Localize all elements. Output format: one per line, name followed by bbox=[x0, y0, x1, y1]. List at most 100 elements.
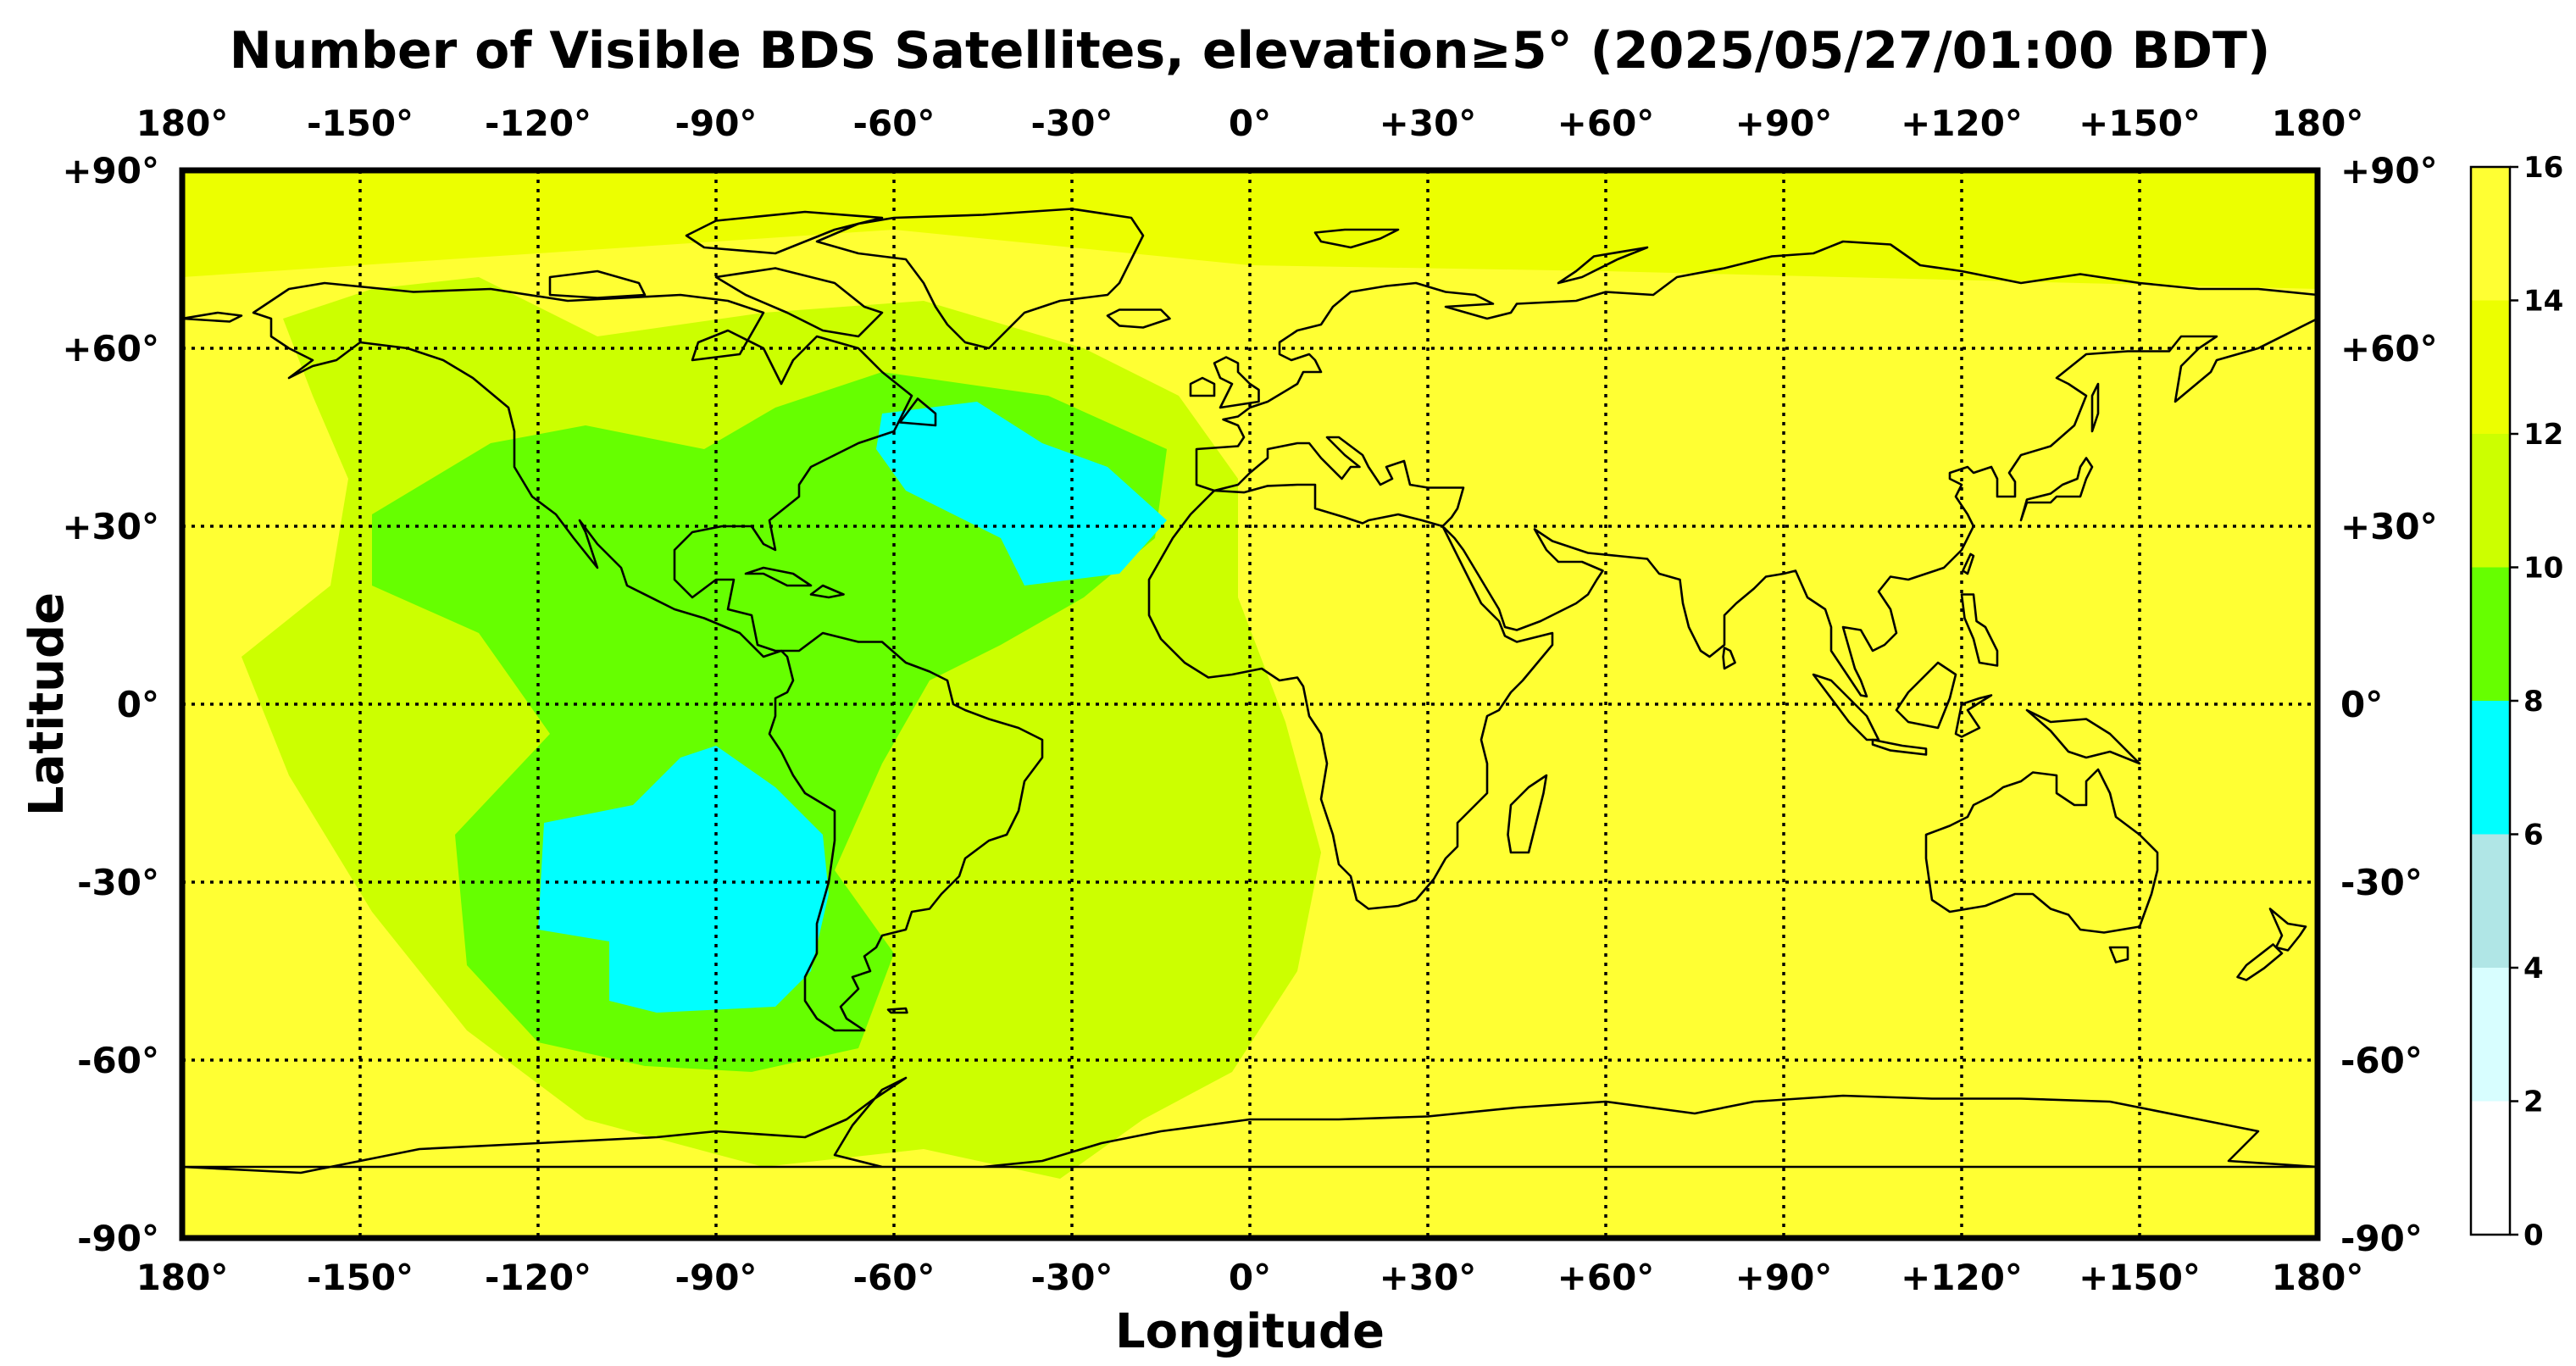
longitude-tick-label: +30° bbox=[1380, 1257, 1477, 1298]
colorbar-tick-label: 12 bbox=[2523, 418, 2563, 452]
longitude-tick-label: +60° bbox=[1557, 103, 1655, 144]
coastline-victoria-island bbox=[548, 269, 647, 299]
coastline-japan bbox=[2019, 457, 2094, 522]
coastline-greenland bbox=[815, 208, 1145, 350]
map-frame bbox=[179, 167, 2321, 1241]
latitude-tick-label: -90° bbox=[2340, 1218, 2423, 1259]
coastline-madagascar bbox=[1507, 774, 1548, 854]
y-axis-label: Latitude bbox=[19, 592, 75, 816]
coastline-sri-lanka bbox=[1722, 647, 1736, 670]
coastline-ireland bbox=[1189, 376, 1216, 397]
coastline-philippines bbox=[1960, 593, 1999, 667]
colorbar-tick-label: 10 bbox=[2523, 552, 2563, 586]
longitude-tick-label: +90° bbox=[1735, 1257, 1833, 1298]
graticule bbox=[182, 170, 2318, 1238]
longitude-tick-label: 180° bbox=[136, 103, 229, 144]
latitude-tick-label: -90° bbox=[77, 1218, 159, 1259]
longitude-tick-label: +30° bbox=[1380, 103, 1477, 144]
coastline-ellesmere-island bbox=[685, 210, 884, 255]
longitude-tick-label: -90° bbox=[675, 103, 758, 144]
coastline-sumatra bbox=[1812, 673, 1880, 741]
longitude-tick-label: +150° bbox=[2079, 1257, 2201, 1298]
coastline-new-zealand-south bbox=[2236, 943, 2284, 981]
latitude-tick-label: +60° bbox=[62, 328, 159, 369]
colorbar-tick-label: 4 bbox=[2523, 952, 2544, 986]
coastline-falklands bbox=[886, 1007, 908, 1014]
colorbar-tick-label: 8 bbox=[2523, 685, 2544, 719]
field-region bbox=[538, 746, 829, 1013]
coastline-cuba bbox=[744, 566, 813, 587]
coastline-south-america bbox=[768, 631, 1044, 1032]
colorbar-band bbox=[2471, 567, 2510, 701]
figure-title: Number of Visible BDS Satellites, elevat… bbox=[230, 21, 2271, 81]
colorbar-band bbox=[2471, 434, 2510, 568]
coastline-sakhalin bbox=[2090, 382, 2100, 433]
latitude-tick-label: -60° bbox=[2340, 1040, 2423, 1081]
longitude-tick-label: -60° bbox=[853, 103, 935, 144]
coastline-eurasia bbox=[1195, 240, 2318, 698]
latitude-tick-label: -30° bbox=[2340, 862, 2423, 903]
longitude-ticks-bottom: 180° -150° -120° -90° -60° -30° 0° +30° +60° +90°… bbox=[136, 1257, 2364, 1298]
latitude-tick-label: +30° bbox=[2340, 506, 2438, 547]
colorbar-tick-label: 6 bbox=[2523, 819, 2544, 852]
longitude-tick-label: -30° bbox=[1031, 103, 1113, 144]
x-axis-label: Longitude bbox=[1115, 1304, 1385, 1359]
latitude-tick-label: +30° bbox=[62, 506, 159, 547]
coastline-taiwan bbox=[1962, 553, 1975, 575]
longitude-tick-label: 180° bbox=[136, 1257, 229, 1298]
longitude-tick-label: 180° bbox=[2272, 103, 2364, 144]
colorbar-tick-label: 2 bbox=[2523, 1086, 2544, 1119]
longitude-tick-label: -90° bbox=[675, 1257, 758, 1298]
coastline-svalbard bbox=[1313, 228, 1400, 249]
longitude-tick-label: +90° bbox=[1735, 103, 1833, 144]
longitude-tick-label: 180° bbox=[2272, 1257, 2364, 1298]
coastline-java bbox=[1871, 738, 1928, 756]
field-region bbox=[876, 402, 1167, 586]
coastline-north-america bbox=[252, 281, 913, 658]
latitude-ticks-left: +90° +60° +30° 0° -30° -60° -90° bbox=[62, 150, 159, 1259]
coastline-baffin-island bbox=[714, 267, 884, 338]
coastline-iceland bbox=[1106, 308, 1171, 329]
colorbar: 16 14 12 10 8 6 4 2 0 bbox=[2469, 151, 2563, 1252]
longitude-tick-label: -150° bbox=[307, 1257, 414, 1298]
latitude-tick-label: 0° bbox=[117, 684, 159, 725]
longitude-tick-label: -120° bbox=[485, 1257, 591, 1298]
coastline-africa bbox=[1147, 483, 1554, 910]
longitude-tick-label: +150° bbox=[2079, 103, 2201, 144]
longitude-tick-label: -30° bbox=[1031, 1257, 1113, 1298]
longitude-tick-label: +60° bbox=[1557, 1257, 1655, 1298]
longitude-tick-label: -60° bbox=[853, 1257, 935, 1298]
coastline-newfoundland bbox=[898, 397, 937, 427]
latitude-tick-label: +90° bbox=[2340, 150, 2438, 192]
coastline-borneo bbox=[1895, 661, 1957, 730]
colorbar-tick-label: 16 bbox=[2523, 151, 2563, 185]
longitude-tick-label: -120° bbox=[485, 103, 591, 144]
coastline-new-guinea bbox=[2025, 708, 2141, 765]
coastline-tasmania bbox=[2108, 946, 2129, 963]
coastline-new-zealand bbox=[2268, 908, 2307, 952]
coastline-kamchatka-alaska-link bbox=[182, 311, 243, 323]
latitude-tick-label: +90° bbox=[62, 150, 159, 192]
coastline-novaya-zemlya bbox=[1557, 246, 1649, 285]
longitude-tick-label: 0° bbox=[1229, 1257, 1271, 1298]
colorbar-band bbox=[2471, 300, 2510, 434]
colorbar-tick-label: 14 bbox=[2523, 285, 2563, 319]
longitude-tick-label: +120° bbox=[1901, 1257, 2023, 1298]
colorbar-band bbox=[2471, 968, 2510, 1102]
coastline-hispaniola bbox=[809, 584, 845, 599]
colorbar-tick-label: 0 bbox=[2523, 1219, 2544, 1252]
longitude-tick-label: +120° bbox=[1901, 103, 2023, 144]
latitude-tick-label: -30° bbox=[77, 862, 159, 903]
colorbar-band bbox=[2471, 701, 2510, 835]
longitude-tick-label: 0° bbox=[1229, 103, 1271, 144]
latitude-ticks-right: +90° +60° +30° 0° -30° -60° -90° bbox=[2340, 150, 2438, 1259]
colorbar-band bbox=[2471, 167, 2510, 301]
latitude-tick-label: +60° bbox=[2340, 328, 2438, 369]
coastlines bbox=[182, 208, 2318, 1174]
latitude-tick-label: -60° bbox=[77, 1040, 159, 1081]
longitude-ticks-top: 180° -150° -120° -90° -60° -30° 0° +30° +60° +90°… bbox=[136, 103, 2364, 144]
longitude-tick-label: -150° bbox=[307, 103, 414, 144]
colorbar-band bbox=[2471, 1101, 2510, 1235]
coastline-great-britain bbox=[1213, 356, 1260, 409]
